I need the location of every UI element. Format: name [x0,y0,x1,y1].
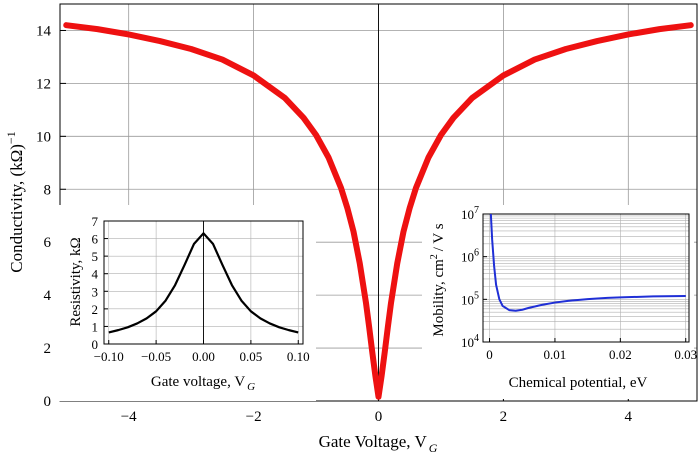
main-ytick-label: 12 [36,76,51,92]
main-y-axis-label: Conductivity, (kΩ)−1 [4,131,26,272]
mobility-inset: 0 0.01 0.02 0.03 104 105 106 107 Chemical pote… [422,205,697,399]
inset2-frame [482,213,690,343]
main-xtick-label: 4 [625,409,633,425]
inset1-y-axis-label: Resistivity, kΩ [68,237,84,326]
in1-ytick-label: 0 [92,337,99,352]
in1-xtick-label: 0.00 [192,349,215,364]
inset2-y-axis-label: Mobility, cm2/ V s [429,223,447,336]
in1-ytick-label: 1 [92,319,99,334]
inset2-grid [483,213,689,343]
resistivity-inset: −0.10 −0.05 0.00 0.05 0.10 0 1 2 3 4 5 6 7 Gate vol… [56,205,316,401]
in1-xtick-label: −0.05 [141,349,171,364]
in1-xtick-label: 0.05 [240,349,263,364]
in2-xtick-label: 0 [486,347,493,362]
in2-ytick-label: 106 [461,248,479,265]
in1-ytick-label: 3 [92,284,99,299]
in2-xtick-label: 0.02 [609,347,632,362]
inset1-background [56,205,316,401]
in2-ytick-label: 104 [461,333,479,350]
in2-ytick-label: 107 [461,205,479,222]
main-xtick-label: −2 [246,409,262,425]
inset1-y-ticks: 0 1 2 3 4 5 6 7 [92,214,108,352]
in2-xtick-label: 0.03 [674,347,697,362]
main-ytick-label: 0 [44,394,52,410]
main-ytick-label: 2 [44,341,52,357]
in2-xtick-label: 0.01 [544,347,567,362]
main-ytick-label: 4 [44,288,52,304]
in1-ytick-label: 4 [92,267,99,282]
main-ytick-label: 8 [44,182,52,198]
in1-xtick-label: −0.10 [94,349,124,364]
in2-ytick-label: 105 [461,290,479,307]
main-ytick-label: 6 [44,235,52,251]
main-xtick-label: 0 [375,409,383,425]
main-y-ticks: 0 2 4 6 8 10 12 14 [36,23,66,410]
in1-xtick-label: 0.10 [287,349,310,364]
inset2-y-ticks: 104 105 106 107 [461,205,487,350]
inset2-x-ticks: 0 0.01 0.02 0.03 [486,338,697,362]
in1-ytick-label: 7 [92,214,99,229]
mobility-curve [489,213,686,312]
resistivity-curve [108,232,299,334]
main-ytick-label: 14 [36,23,52,39]
in1-ytick-label: 2 [92,302,99,317]
in1-ytick-label: 5 [92,249,99,264]
inset1-x-ticks: −0.10 −0.05 0.00 0.05 0.10 [94,340,310,364]
main-xtick-label: −4 [121,409,137,425]
in1-ytick-label: 6 [92,232,99,247]
inset2-x-axis-label: Chemical potential, eV [509,375,648,391]
main-xtick-label: 2 [500,409,508,425]
main-ytick-label: 10 [36,129,51,145]
conductivity-curve [63,22,694,400]
